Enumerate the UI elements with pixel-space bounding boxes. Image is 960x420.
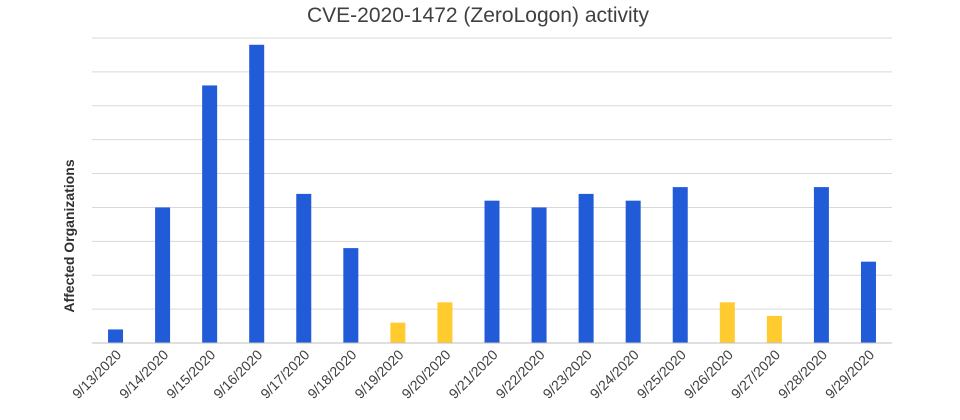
y-axis-label: Affected Organizations [61, 159, 77, 312]
x-tick-label: 9/23/2020 [539, 346, 595, 402]
bars [108, 44, 876, 344]
bar-9-26-2020 [719, 302, 735, 343]
x-tick-label: 9/21/2020 [445, 346, 501, 402]
bar-9-21-2020 [484, 200, 500, 343]
bar-9-14-2020 [155, 207, 171, 343]
bar-9-17-2020 [296, 193, 312, 343]
bar-9-16-2020 [249, 44, 265, 344]
x-tick-label: 9/27/2020 [728, 346, 784, 402]
bar-9-13-2020 [108, 329, 124, 343]
x-tick-labels: 9/13/20209/14/20209/15/20209/16/20209/17… [69, 346, 877, 402]
x-tick-label: 9/15/2020 [163, 346, 219, 402]
bar-9-23-2020 [578, 193, 594, 343]
x-tick-label: 9/28/2020 [775, 346, 831, 402]
bar-9-25-2020 [672, 187, 688, 343]
x-tick-label: 9/13/2020 [69, 346, 125, 402]
x-tick-label: 9/24/2020 [587, 346, 643, 402]
bar-9-29-2020 [860, 261, 876, 343]
bar-9-24-2020 [625, 200, 641, 343]
bar-9-15-2020 [202, 85, 218, 343]
x-tick-label: 9/25/2020 [634, 346, 690, 402]
x-tick-label: 9/26/2020 [681, 346, 737, 402]
x-tick-label: 9/29/2020 [822, 346, 878, 402]
x-tick-label: 9/22/2020 [492, 346, 548, 402]
x-tick-label: 9/16/2020 [210, 346, 266, 402]
bar-9-22-2020 [531, 207, 547, 343]
x-tick-label: 9/20/2020 [398, 346, 454, 402]
gridlines [92, 37, 892, 310]
x-tick-label: 9/17/2020 [257, 346, 313, 402]
bar-9-19-2020 [390, 322, 406, 343]
bar-9-27-2020 [766, 315, 782, 343]
bar-9-20-2020 [437, 302, 453, 343]
x-tick-label: 9/19/2020 [351, 346, 407, 402]
bar-9-18-2020 [343, 248, 359, 343]
bar-9-28-2020 [813, 187, 829, 343]
x-tick-label: 9/18/2020 [304, 346, 360, 402]
chart-title: CVE-2020-1472 (ZeroLogon) activity [307, 4, 650, 27]
x-tick-label: 9/14/2020 [116, 346, 172, 402]
